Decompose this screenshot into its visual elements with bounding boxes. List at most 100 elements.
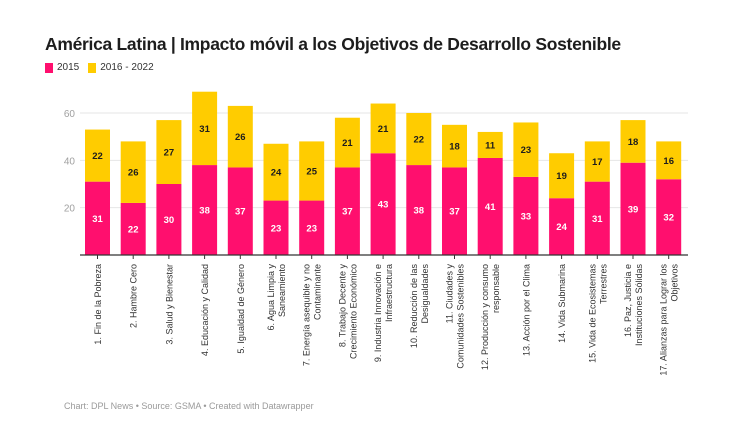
x-tick-label-9: 9. Industria Innovación eInfraestructura [373,264,394,362]
bar-2015-17 [656,179,682,255]
x-tick-label-6: 6. Agua Limpia ySaneamiento [266,264,287,331]
x-tick-label-line: Contaminante [313,264,323,320]
legend: 2015 2016 - 2022 [45,62,163,73]
x-tick-label-line: 11. Ciudades y [445,264,455,324]
x-tick-label-line: 3. Salud y Bienestar [164,264,174,345]
value-label-2015-7: 23 [306,223,317,234]
x-tick-label-17: 17. Alianzas para Lograr losObjetivos [659,264,680,376]
bar-2016-2022-2 [120,141,146,203]
bar-2016-2022-11 [442,124,467,168]
value-label-2016-2022-8: 21 [342,138,353,149]
bar-2015-12 [477,157,503,255]
x-tick-label-16: 16. Paz, Justicia eInstituciones Sólidas [623,264,644,347]
value-label-2015-4: 38 [199,206,210,217]
x-tick-label-1: 1. Fin de la Pobreza [93,264,103,345]
bar-2016-2022-12 [477,131,503,158]
x-tick-label-13: 13. Acción por el Clima [521,264,531,356]
x-tick-label-line: Crecimiento Económico [348,264,358,359]
x-tick-label-line: 9. Industria Innovación e [373,264,383,362]
y-tick-label-60: 60 [64,109,76,120]
x-tick-label-7: 7. Energía asequible y noContaminante [302,264,323,366]
value-label-2016-2022-14: 19 [556,171,567,182]
value-label-2015-13: 33 [521,211,532,222]
bar-2015-9 [370,153,396,255]
bar-2015-5 [227,167,253,255]
x-tick-label-line: 2. Hambre Cero [129,264,139,328]
x-tick-label-line: Terrestres [598,264,608,305]
value-label-2016-2022-4: 31 [199,124,210,135]
x-tick-label-8: 8. Trabajo Decente yCrecimiento Económic… [337,264,358,360]
value-label-2016-2022-6: 24 [271,168,282,179]
x-tick-label-line: 15. Vida de Ecosistemas [587,264,597,363]
bar-2016-2022-10 [406,113,432,166]
bar-2016-2022-16 [620,120,646,163]
value-label-2015-3: 30 [164,215,175,226]
x-tick-label-12: 12. Producción y consumoresponsable [480,264,501,370]
value-label-2015-11: 37 [449,207,460,218]
value-label-2016-2022-1: 22 [92,151,103,162]
chart-title: América Latina | Impacto móvil a los Obj… [45,34,621,54]
bar-2015-13 [513,176,539,255]
legend-label-2016-2022: 2016 - 2022 [100,62,154,73]
value-label-2016-2022-15: 17 [592,157,603,168]
x-tick-label-line: 16. Paz, Justicia e [623,264,633,337]
legend-item-2015: 2015 [45,62,79,73]
bar-2015-2 [120,202,146,255]
bar-2016-2022-9 [370,103,396,154]
x-tick-label-line: Instituciones Sólidas [634,264,644,347]
bar-2015-6 [263,200,289,255]
value-label-2016-2022-12: 11 [485,140,496,151]
x-tick-label-line: 8. Trabajo Decente y [337,264,347,348]
value-label-2016-2022-13: 23 [521,145,532,156]
legend-swatch-2016-2022 [88,62,97,73]
value-labels: 31 22 22 26 30 27 38 31 37 26 23 24 23 25 37 21 43 21 38 22… [92,124,674,236]
bars [85,91,682,255]
x-tick-label-line: 4. Educación y Calidad [200,264,210,356]
value-label-2015-16: 39 [628,204,639,215]
legend-item-2016-2022: 2016 - 2022 [88,62,154,73]
value-label-2016-2022-2: 26 [128,168,139,179]
x-tick-label-line: 12. Producción y consumo [480,264,490,370]
bar-2015-4 [192,165,218,255]
x-tick-label-line: Saneamiento [277,264,287,317]
value-label-2016-2022-17: 16 [663,156,674,167]
bar-2015-8 [334,167,360,255]
x-tick-label-2: 2. Hambre Cero [129,264,139,328]
value-label-2016-2022-5: 26 [235,132,246,143]
value-label-2015-12: 41 [485,202,496,213]
x-tick-label-line: Comunidades Sostenibles [456,264,466,369]
value-label-2016-2022-3: 27 [164,148,175,159]
value-label-2015-14: 24 [556,222,567,233]
bar-2016-2022-4 [192,91,218,166]
bar-2016-2022-13 [513,122,539,177]
bar-2016-2022-5 [227,105,253,168]
bar-2016-2022-17 [656,141,682,180]
x-tick-label-line: 6. Agua Limpia y [266,264,276,331]
value-label-2015-6: 23 [271,223,282,234]
legend-label-2015: 2015 [57,62,80,73]
x-tick-label-line: Desigualdades [420,264,430,324]
bar-2016-2022-15 [584,141,610,182]
x-tick-label-11: 11. Ciudades yComunidades Sostenibles [445,264,466,369]
chart-footer: Chart: DPL News • Source: GSMA • Created… [64,401,314,411]
x-tick-label-10: 10. Reducción de lasDesigualdades [409,264,430,349]
x-axis: 1. Fin de la Pobreza 2. Hambre Cero 3. Sal… [80,254,688,376]
x-tick-label-line: 17. Alianzas para Lograr los [659,264,669,376]
x-tick-label-line: 10. Reducción de las [409,264,419,349]
value-label-2015-10: 38 [414,206,425,217]
x-tick-label-line: 7. Energía asequible y no [302,264,312,366]
x-tick-label-line: Infraestructura [384,264,394,322]
x-tick-label-line: 5. Igualdad de Género [236,264,246,354]
bar-2015-15 [584,181,610,255]
bar-2015-16 [620,162,646,255]
bar-2015-1 [85,181,110,255]
bar-2016-2022-6 [263,143,289,201]
value-label-2015-9: 43 [378,200,389,211]
value-label-2016-2022-7: 25 [306,166,317,177]
value-label-2015-5: 37 [235,207,246,218]
value-label-2016-2022-16: 18 [628,137,639,148]
y-tick-label-20: 20 [64,204,76,215]
x-tick-label-line: 14. Vida Submarina [557,264,567,343]
x-tick-label-14: 14. Vida Submarina [557,264,567,343]
